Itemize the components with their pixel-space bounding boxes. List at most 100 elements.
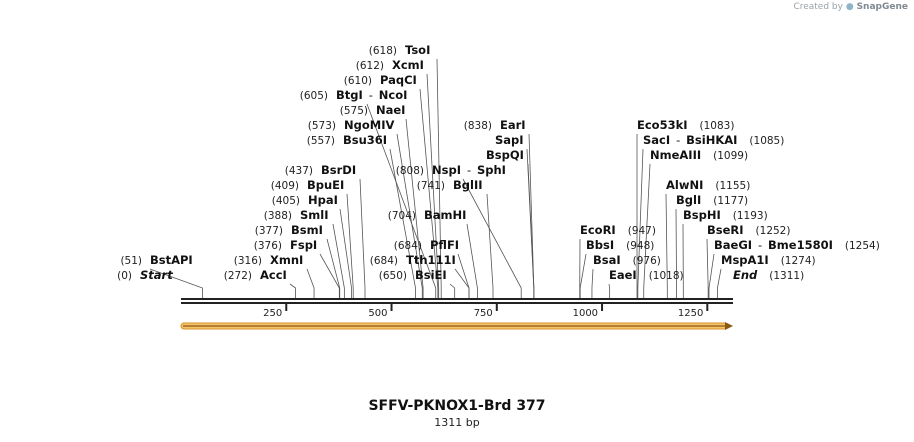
site-label-xcmi[interactable]: XcmI (612) — [356, 58, 424, 72]
site-label-mspa1i[interactable]: MspA1I(1274) — [721, 253, 816, 267]
site-position: (618) — [369, 45, 397, 57]
site-label-nspi[interactable]: NspI-SphI(808) — [396, 163, 506, 177]
site-pair-dash: - — [369, 88, 373, 102]
site-label-bsmi[interactable]: BsmI(377) — [255, 223, 323, 237]
site-label-eaei[interactable]: EaeI (1018) — [609, 268, 684, 282]
site-position: (376) — [254, 240, 282, 252]
site-position: (976) — [633, 255, 661, 267]
site-label-bsphi[interactable]: BspHI(1193) — [683, 208, 768, 222]
site-name: PflFI — [430, 238, 459, 252]
site-label-bseri[interactable]: BseRI(1252) — [707, 223, 790, 237]
site-connector — [580, 254, 586, 298]
site-position: (409) — [271, 180, 299, 192]
site-position: (1018) — [649, 270, 684, 282]
site-name: AlwNI — [666, 178, 703, 192]
site-pair-dash: - — [467, 163, 471, 177]
site-label-bsu36i[interactable]: Bsu36I (557) — [307, 133, 387, 147]
site-name: BsrDI — [321, 163, 356, 177]
site-label-bsiei[interactable]: BsiEI(650) — [379, 268, 447, 282]
site-position: (838) — [464, 120, 492, 132]
site-label-bstapi[interactable]: BstAPI(51) — [120, 253, 192, 267]
site-position: (610) — [344, 75, 372, 87]
site-label-fspi[interactable]: FspI(376) — [254, 238, 317, 252]
site-label-bgli[interactable]: BglI(1177) — [676, 193, 748, 207]
site-pair-name: SphI — [477, 163, 506, 177]
site-connector — [290, 284, 296, 298]
site-label-pflfi[interactable]: PflFI(684) — [394, 238, 459, 252]
site-label-bspqi[interactable]: BspQI — [486, 148, 524, 162]
site-label-btgi[interactable]: BtgI-NcoI(605) — [300, 88, 408, 102]
site-label-xmni[interactable]: XmnI(316) — [234, 253, 304, 267]
site-label-smli[interactable]: SmlI (388) — [264, 208, 329, 222]
site-connector — [340, 209, 352, 298]
credit-prefix: Created by — [793, 2, 843, 12]
site-position: (808) — [396, 165, 424, 177]
site-name: BpuEI — [307, 178, 344, 192]
site-label-naei[interactable]: NaeI (575) — [340, 103, 406, 117]
site-label-ecori[interactable]: EcoRI(947) — [580, 223, 656, 237]
site-name: HpaI — [308, 193, 338, 207]
site-name: Tth111I — [406, 253, 456, 267]
site-label-tth111i[interactable]: Tth111I(684) — [370, 253, 456, 267]
site-label-ngomiv[interactable]: NgoMIV(573) — [308, 118, 395, 132]
site-connector — [609, 284, 610, 298]
site-label-bamhi[interactable]: BamHI(704) — [388, 208, 467, 222]
site-pair-name: BsiHKAI — [686, 133, 737, 147]
site-label-bpuei[interactable]: BpuEI (409) — [271, 178, 345, 192]
site-name: PaqCI — [380, 73, 417, 87]
site-name: BbsI — [586, 238, 614, 252]
site-position: (1155) — [715, 180, 750, 192]
site-label-tsoi[interactable]: TsoI(618) — [369, 43, 431, 57]
site-label-acci[interactable]: AccI (272) — [224, 268, 287, 282]
site-position: (272) — [224, 270, 252, 282]
site-label-nmeaiii[interactable]: NmeAIII(1099) — [650, 148, 748, 162]
site-name: XcmI — [392, 58, 424, 72]
site-name: AccI — [260, 268, 287, 282]
site-name: Bsu36I — [343, 133, 387, 147]
site-connector — [450, 284, 455, 298]
site-position: (948) — [626, 240, 654, 252]
site-pair-name: Bme1580I — [768, 238, 833, 252]
site-name: BsaI — [593, 253, 621, 267]
site-position: (388) — [264, 210, 292, 222]
tick-label: 500 — [368, 308, 387, 319]
site-name: BseRI — [707, 223, 744, 237]
site-label-bglii[interactable]: BglII(741) — [417, 178, 483, 192]
credit-brand: SnapGene — [857, 2, 908, 12]
site-label-bsai[interactable]: BsaI (976) — [593, 253, 661, 267]
site-label-sapi[interactable]: SapI — [495, 133, 524, 147]
site-label-saci[interactable]: SacI-BsiHKAI(1085) — [643, 133, 784, 147]
site-name: Start — [140, 268, 173, 282]
site-label-hpai[interactable]: HpaI(405) — [272, 193, 338, 207]
site-label-eari[interactable]: EarI(838) — [464, 118, 526, 132]
site-pair-name: NcoI — [379, 88, 408, 102]
site-connector — [592, 269, 593, 298]
site-name: SmlI — [300, 208, 329, 222]
site-label-end[interactable]: End(1311) — [733, 268, 804, 282]
tick-label: 750 — [474, 308, 493, 319]
site-position: (612) — [356, 60, 384, 72]
site-label-paqci[interactable]: PaqCI (610) — [344, 73, 417, 87]
site-label-start[interactable]: Start (0) — [117, 268, 173, 282]
map-length: 1311 bp — [0, 416, 914, 429]
site-label-baegi[interactable]: BaeGI-Bme1580I(1254) — [714, 238, 880, 252]
site-name: NaeI — [376, 103, 405, 117]
site-position: (557) — [307, 135, 335, 147]
site-position: (575) — [340, 105, 368, 117]
site-label-bbsi[interactable]: BbsI (948) — [586, 238, 654, 252]
site-label-bsrdi[interactable]: BsrDI(437) — [285, 163, 356, 177]
site-position: (51) — [120, 255, 142, 267]
site-name: EaeI — [609, 268, 637, 282]
site-connector — [360, 179, 365, 298]
site-connector — [707, 239, 708, 298]
site-connector — [666, 194, 667, 298]
site-label-alwni[interactable]: AlwNI (1155) — [666, 178, 750, 192]
tick-label: 250 — [263, 308, 282, 319]
site-label-eco53ki[interactable]: Eco53kI(1083) — [637, 118, 734, 132]
site-position: (573) — [308, 120, 336, 132]
site-name: BspQI — [486, 148, 524, 162]
site-position: (1083) — [700, 120, 735, 132]
site-position: (0) — [117, 270, 132, 282]
site-name: BspHI — [683, 208, 721, 222]
